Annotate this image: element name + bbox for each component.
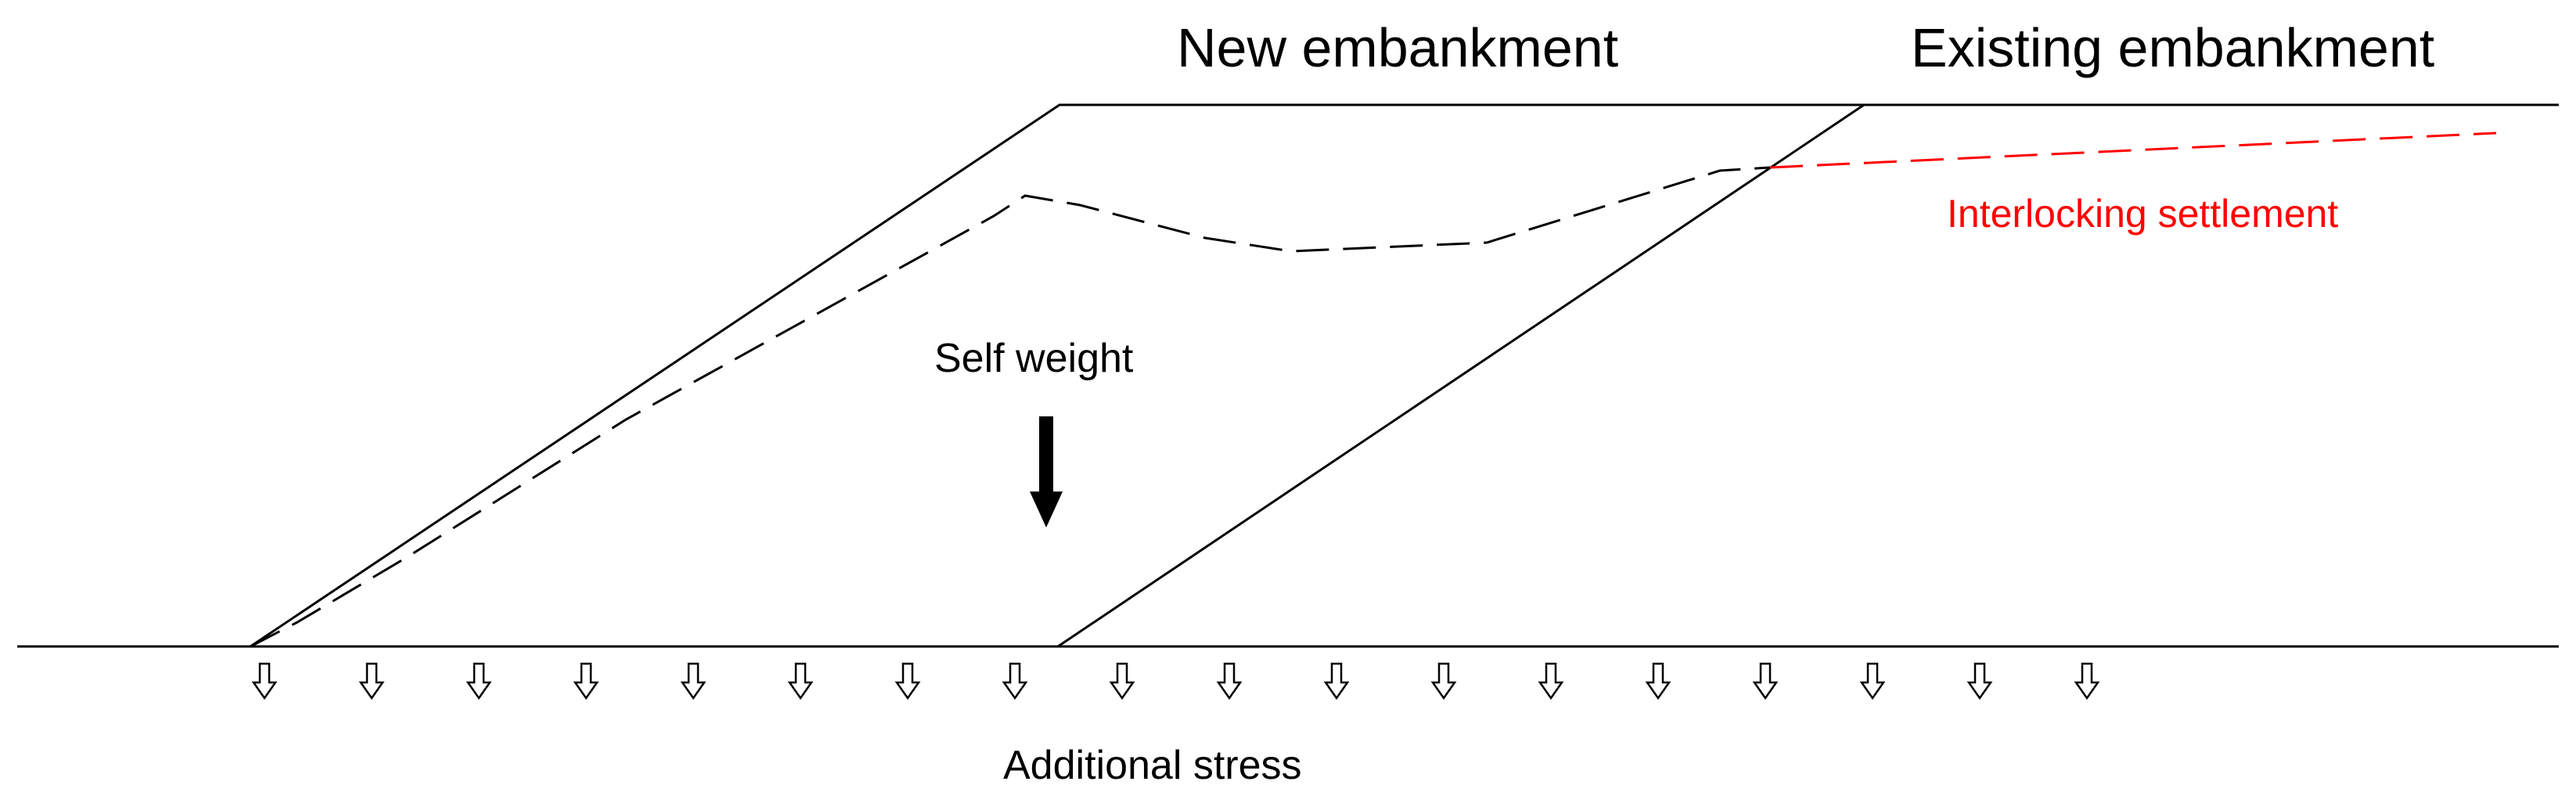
stress-arrow-icon [787,662,814,700]
stress-arrow-icon [894,662,921,700]
interlocking-settlement-line [1769,131,2497,169]
new-embankment-label: New embankment [1177,17,1619,78]
stress-arrow-icon [1109,662,1135,700]
stress-arrow-icon [1966,662,1993,700]
stress-arrow-icon [1323,662,1350,700]
additional-stress-label: Additional stress [1003,743,1302,788]
stress-arrow-icon [1752,662,1779,700]
stress-arrow-icon [466,662,492,700]
settled-surface-line [250,166,1771,648]
stress-arrow-icon [1645,662,1671,700]
stress-arrow-icon [251,662,278,700]
existing-embankment-label: Existing embankment [1911,17,2435,78]
stress-arrow-icon [358,662,385,700]
stress-arrow-icon [1538,662,1564,700]
stress-arrow-icon [1002,662,1028,700]
stress-arrow-icon [680,662,707,700]
embankment-interface-line [1057,103,1865,648]
new-embankment-outline [250,103,1864,648]
stress-arrow-icon [1216,662,1243,700]
interlocking-settlement-label: Interlocking settlement [1947,192,2339,236]
stress-arrow-icon [2074,662,2100,700]
additional-stress-arrows [251,662,2100,700]
self-weight-label: Self weight [934,336,1134,381]
stress-arrow-icon [1430,662,1457,700]
stress-arrow-icon [1859,662,1886,700]
stress-arrow-icon [573,662,599,700]
self-weight-arrow-icon [1030,416,1063,528]
